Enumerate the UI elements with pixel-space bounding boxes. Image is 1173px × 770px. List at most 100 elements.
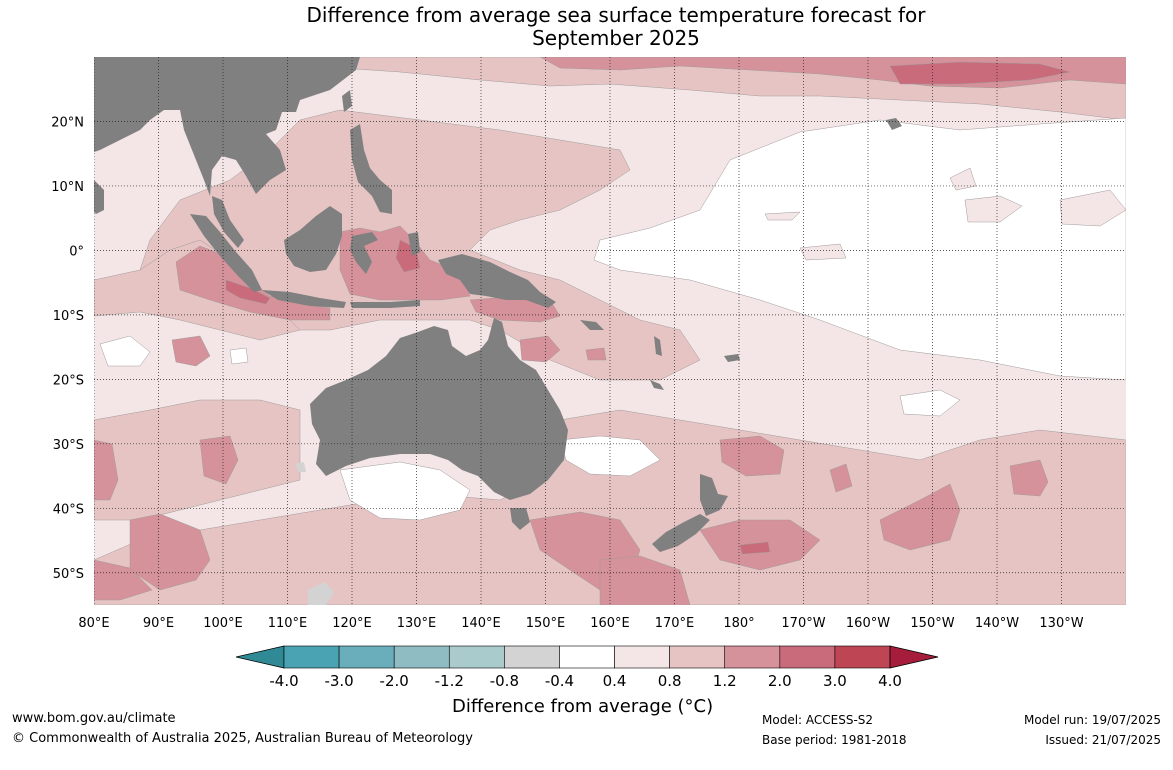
colorbar-tick-7: 0.8 [658, 672, 682, 690]
footer-model-run: Model run: 19/07/2025 [1023, 713, 1161, 727]
lon-tick-label-15: 130°W [1039, 616, 1083, 631]
anomaly-region-southwest-a [94, 439, 119, 501]
anomaly-region-southwest-c [94, 559, 153, 601]
lat-tick-label-2: 0° [69, 244, 84, 259]
land-solomon-islands [580, 320, 604, 330]
colorbar-label: Difference from average (°C) [452, 696, 714, 717]
land-asia [94, 57, 360, 196]
colorbar-tick-8: 1.2 [713, 672, 737, 690]
lat-tick-label-6: 40°S [53, 502, 84, 517]
anomaly-region-tasman-peak [739, 541, 771, 555]
anomaly-patch-central-pacific-d [799, 243, 847, 261]
lat-tick-label-4: 20°S [53, 373, 84, 388]
lat-tick-label-1: 10°N [51, 180, 84, 195]
colorbar-bin-10 [834, 645, 891, 669]
land-lesser-sunda [350, 300, 420, 308]
lon-tick-label-14: 140°W [975, 616, 1019, 631]
colorbar-extend-low [235, 645, 285, 669]
near-average-south-australia [339, 461, 471, 521]
land-south-ice-a [308, 582, 334, 605]
land-hawaii [886, 118, 902, 130]
lon-tick-label-7: 150°E [526, 616, 566, 631]
landmasses [94, 57, 902, 605]
colorbar-tick-0: -4.0 [269, 672, 298, 690]
land-philippines [350, 124, 392, 214]
near-average-indian-west [99, 335, 151, 367]
land-sulawesi [350, 232, 378, 274]
colorbar-extend-high [889, 645, 939, 669]
colorbar-tick-11: 4.0 [878, 672, 902, 690]
lat-tick-label-5: 30°S [53, 438, 84, 453]
colorbar-bin-8 [724, 645, 781, 669]
land-borneo [284, 206, 342, 272]
land-india-tip [94, 180, 104, 214]
chart-title-line1: Difference from average sea surface temp… [306, 3, 926, 27]
map-plot-area [94, 57, 1126, 605]
footer-website: www.bom.gov.au/climate [12, 711, 176, 726]
lat-tick-label-7: 50°S [53, 567, 84, 582]
anomaly-region-coral-sea [519, 335, 561, 363]
land-new-guinea [438, 254, 556, 308]
lat-tick-label-0: 20°N [51, 115, 84, 130]
lon-tick-label-5: 130°E [397, 616, 437, 631]
anomaly-region-indian-south [171, 335, 211, 367]
anomaly-region-south-pacific-c [829, 463, 853, 493]
lon-tick-label-8: 160°E [590, 616, 630, 631]
lon-tick-label-9: 170°E [655, 616, 695, 631]
colorbar-tick-5: -0.4 [545, 672, 574, 690]
colorbar-bin-6 [614, 645, 670, 669]
anomaly-region-north-pacific-peak [889, 61, 1071, 85]
anomaly-region-new-zealand-east [719, 435, 785, 477]
anomaly-patch-central-pacific-a [964, 195, 1023, 223]
colorbar-tick-10: 3.0 [823, 672, 847, 690]
near-average-indian-mid [229, 347, 249, 365]
land-south-ice-b [296, 462, 306, 472]
colorbar-tick-1: -3.0 [324, 672, 353, 690]
colorbar-tick-6: 0.4 [603, 672, 627, 690]
anomaly-region-south-pacific-a [879, 483, 961, 551]
footer-base-period: Base period: 1981-2018 [762, 733, 907, 747]
near-average-southeast-pacific [899, 389, 961, 417]
anomaly-region-solomon-sea [585, 347, 607, 361]
footer-issued: Issued: 21/07/2025 [1045, 733, 1161, 747]
latitude-labels: 20°N 10°N 0° 10°S 20°S 30°S 40°S 50°S [51, 115, 84, 581]
longitude-labels: 80°E 90°E 100°E 110°E 120°E 130°E 140°E 150°E 16… [78, 616, 1083, 631]
near-average-central-pacific [593, 117, 1126, 381]
colorbar-bin-7 [669, 645, 726, 669]
anomaly-patch-central-pacific-e [764, 211, 801, 221]
footer-copyright: © Commonwealth of Australia 2025, Austra… [12, 731, 473, 746]
lon-tick-label-3: 110°E [268, 616, 308, 631]
anomaly-region-pacific-gyre-south [599, 555, 691, 605]
colorbar-tick-4: -0.8 [490, 672, 519, 690]
land-taiwan [342, 90, 352, 112]
colorbar-bin-9 [779, 645, 836, 669]
land-moluccas [408, 232, 420, 256]
lon-tick-label-12: 160°W [846, 616, 890, 631]
lat-tick-label-3: 10°S [53, 309, 84, 324]
colorbar-tick-3: -1.2 [435, 672, 464, 690]
land-java [262, 290, 346, 308]
land-australia [310, 318, 568, 500]
lon-tick-label-0: 80°E [78, 616, 109, 631]
chart-title-line2: September 2025 [532, 26, 700, 50]
colorbar-bin-4 [504, 645, 560, 669]
colorbar-bin-1 [338, 645, 395, 669]
graticule [94, 57, 1126, 605]
colorbar-tick-9: 2.0 [768, 672, 792, 690]
lon-tick-label-13: 150°W [910, 616, 954, 631]
lon-tick-label-6: 140°E [461, 616, 501, 631]
lon-tick-label-1: 90°E [143, 616, 174, 631]
colorbar-bin-3 [448, 645, 505, 669]
anomaly-region-south-pacific-b [1009, 459, 1049, 497]
land-tasmania [510, 508, 530, 530]
colorbar-bin-2 [393, 645, 450, 669]
land-new-caledonia [650, 380, 664, 390]
land-sumatra [190, 214, 262, 292]
lon-tick-label-11: 170°W [781, 616, 825, 631]
colorbar-bin-0 [283, 645, 340, 669]
lon-tick-label-10: 180° [723, 616, 754, 631]
land-fiji [724, 354, 740, 362]
colorbar-bin-5 [559, 645, 615, 669]
footer-model: Model: ACCESS-S2 [762, 713, 874, 727]
